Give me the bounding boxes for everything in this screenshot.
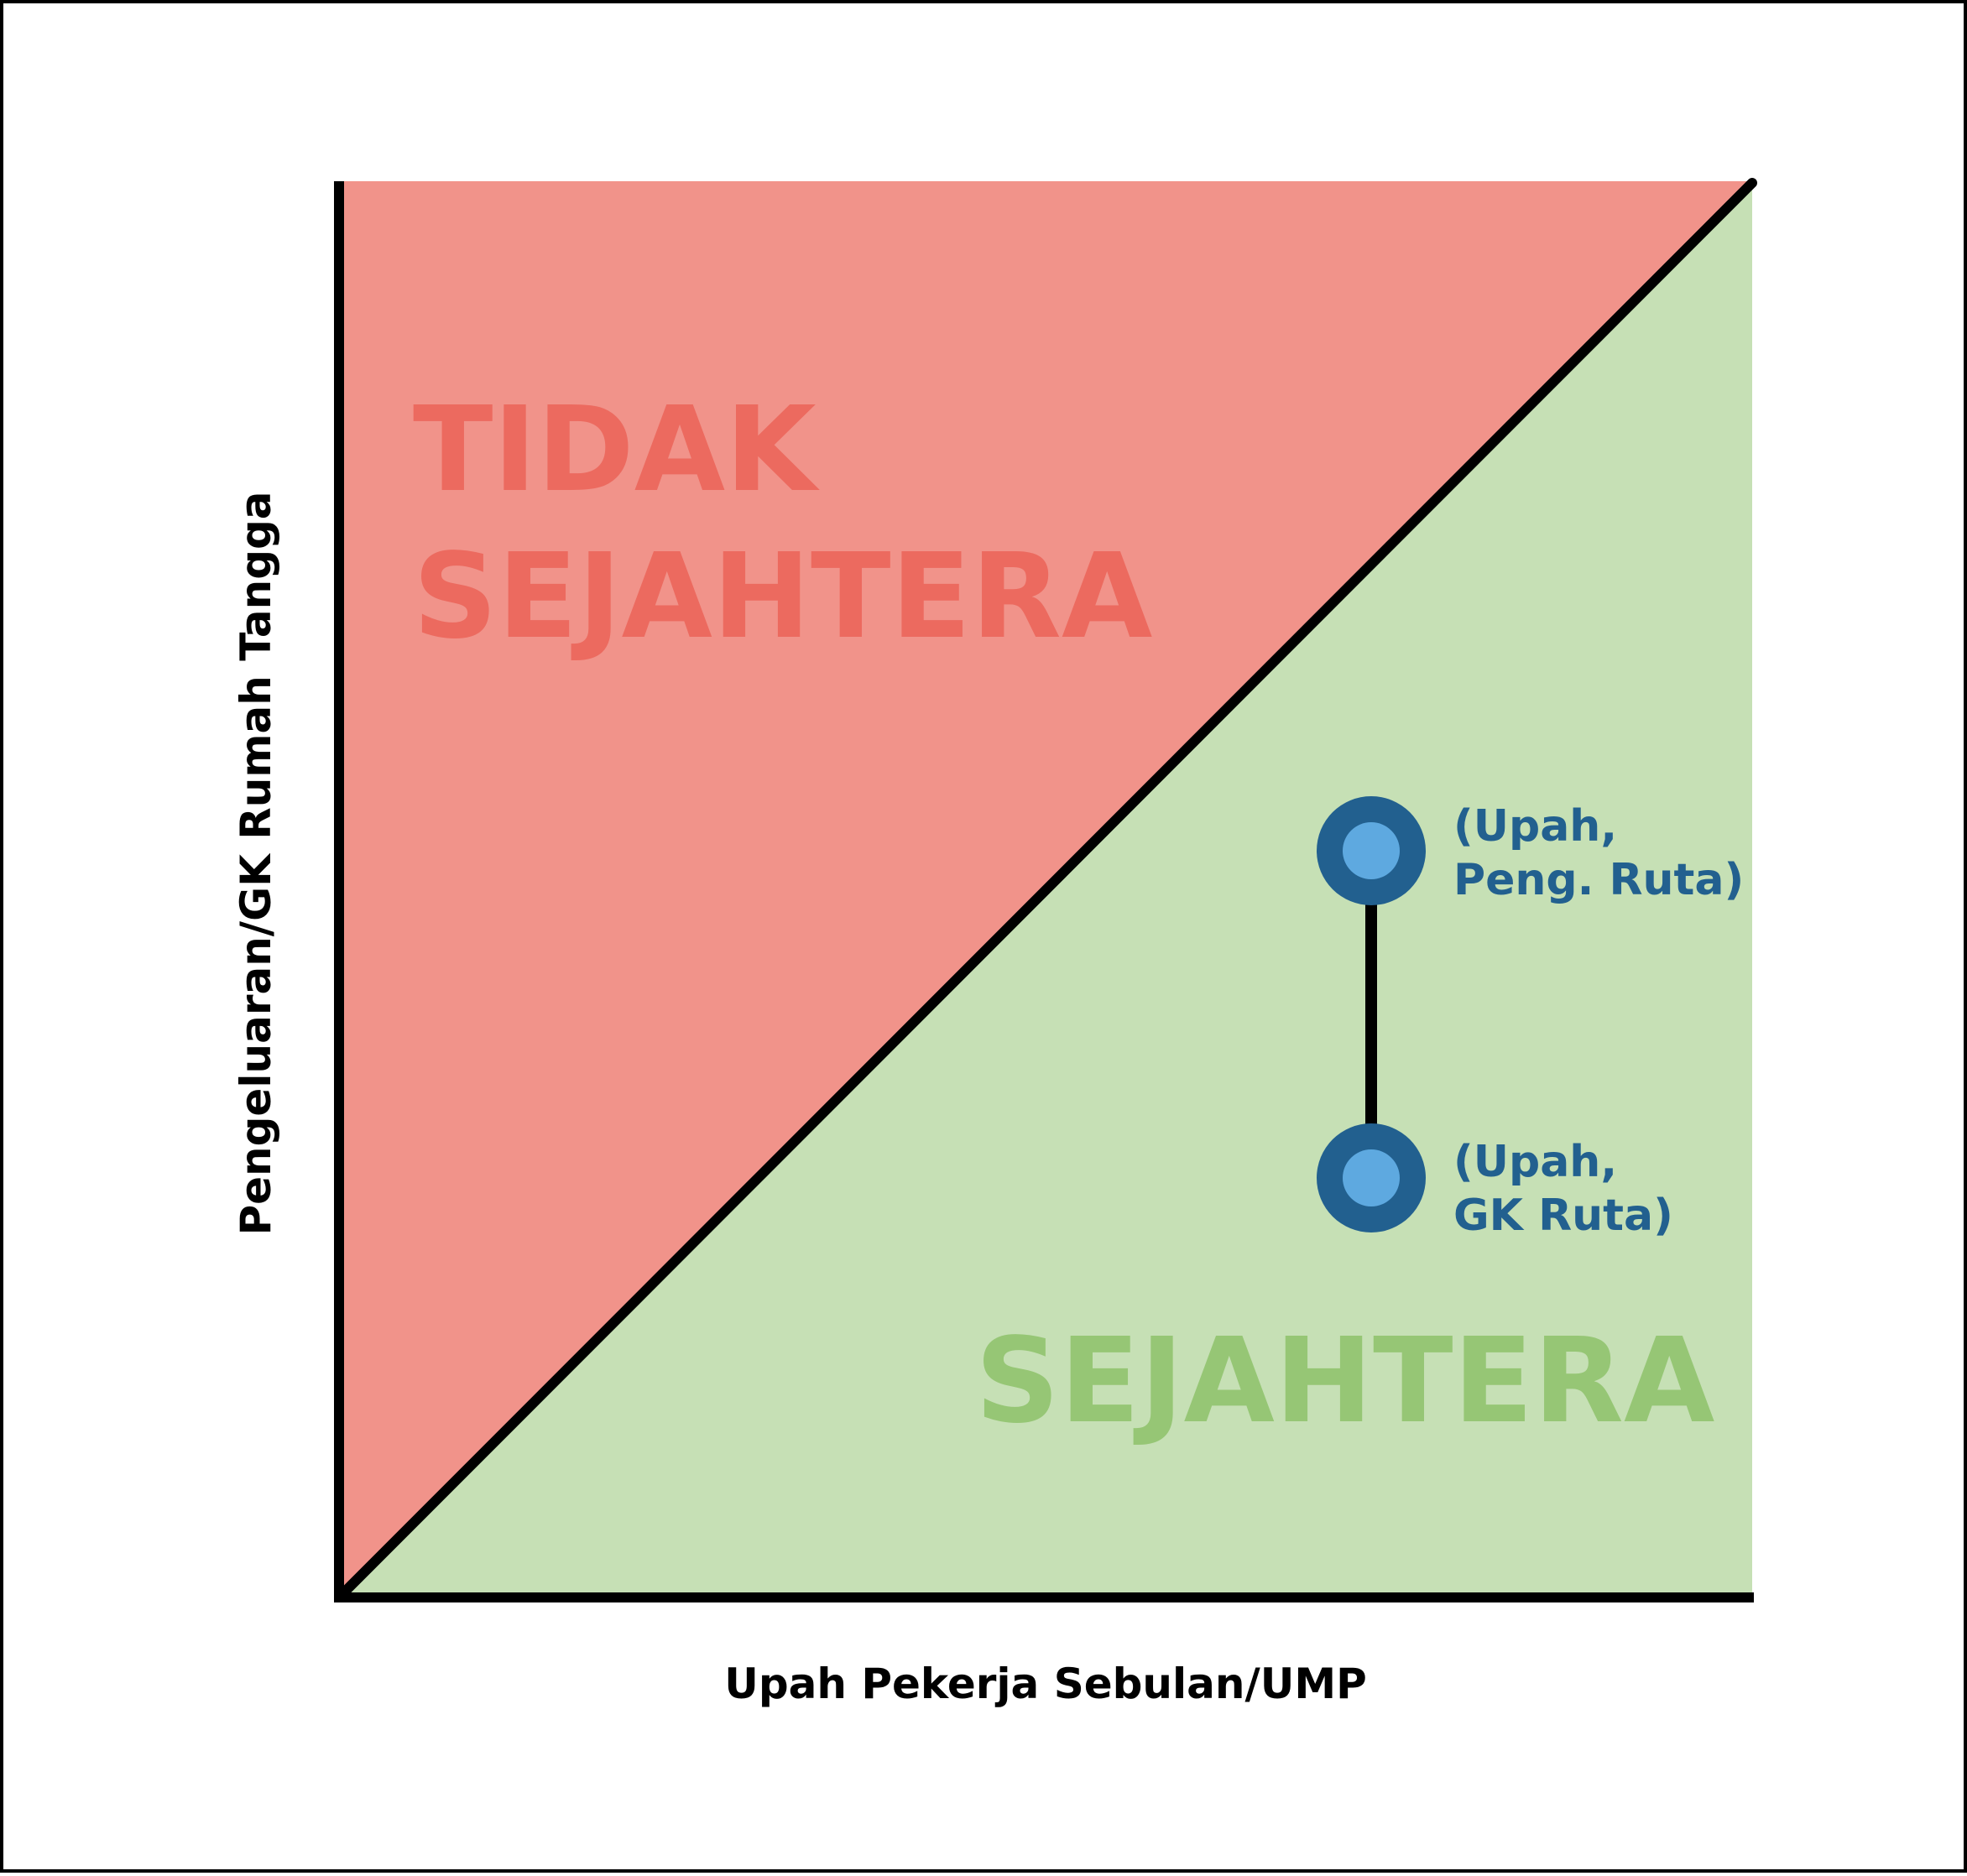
lower-point-label-line2: GK Ruta) — [1453, 1191, 1673, 1241]
y-axis-label: Pengeluaran/GK Rumah Tangga — [232, 491, 280, 1235]
upper-point-inner — [1343, 822, 1400, 879]
sejahtera-label: SEJAHTERA — [975, 1313, 1714, 1450]
welfare-diagram: TIDAK SEJAHTERA SEJAHTERA (Upah, Peng. R… — [232, 178, 1757, 1708]
diagonal-boundary-line — [334, 178, 1757, 1602]
tidak-sejahtera-label-line1: TIDAK — [413, 382, 820, 519]
upper-point-label-line1: (Upah, — [1453, 801, 1617, 852]
x-axis-label: Upah Pekerja Sebulan/UMP — [724, 1660, 1367, 1708]
lower-point-inner — [1343, 1149, 1400, 1206]
lower-point-label-line1: (Upah, — [1453, 1137, 1617, 1187]
upper-point-label-line2: Peng. Ruta) — [1453, 855, 1744, 905]
tidak-sejahtera-label-line2: SEJAHTERA — [413, 529, 1152, 665]
